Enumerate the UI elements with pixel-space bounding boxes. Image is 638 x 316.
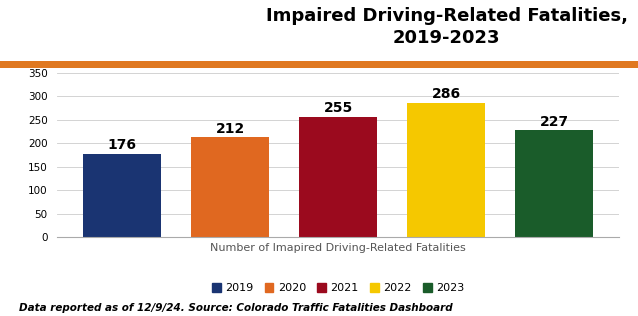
Text: Data reported as of 12/9/24. Source: Colorado Traffic Fatalities Dashboard: Data reported as of 12/9/24. Source: Col… <box>19 303 453 313</box>
Bar <box>191 137 269 237</box>
Bar <box>83 155 161 237</box>
Text: 212: 212 <box>216 122 244 136</box>
Text: 255: 255 <box>323 101 353 115</box>
Bar <box>407 103 486 237</box>
Text: Impaired Driving-Related Fatalities,
2019-2023: Impaired Driving-Related Fatalities, 201… <box>265 7 628 47</box>
Bar <box>516 131 593 237</box>
Bar <box>299 117 377 237</box>
X-axis label: Number of Imapired Driving-Related Fatalities: Number of Imapired Driving-Related Fatal… <box>211 243 466 252</box>
Text: 227: 227 <box>540 114 569 129</box>
Text: 176: 176 <box>107 138 137 153</box>
Text: 286: 286 <box>432 87 461 101</box>
Legend: 2019, 2020, 2021, 2022, 2023: 2019, 2020, 2021, 2022, 2023 <box>207 279 469 298</box>
Bar <box>0 61 638 68</box>
